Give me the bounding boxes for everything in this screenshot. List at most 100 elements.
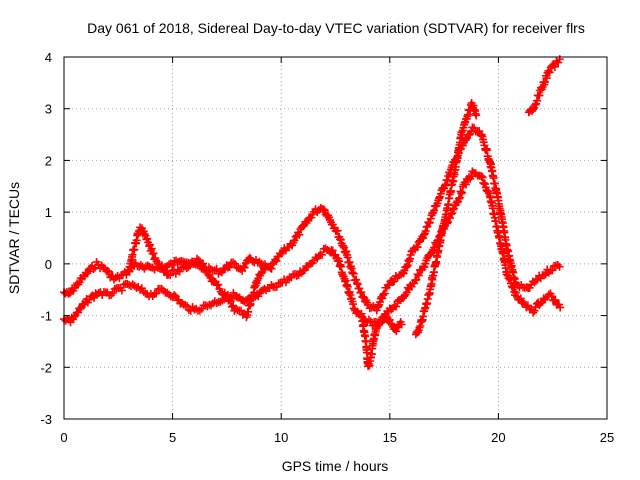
data-point: [128, 280, 137, 289]
data-point: [388, 277, 397, 286]
data-point: [547, 292, 556, 301]
data-point: [83, 269, 92, 278]
data-point: [548, 266, 557, 275]
y-tick-label: 4: [45, 50, 52, 65]
data-point: [530, 306, 539, 315]
data-point: [145, 240, 154, 249]
data-point: [421, 227, 430, 236]
data-point: [219, 265, 228, 274]
data-point: [214, 280, 223, 289]
data-point: [229, 258, 238, 267]
data-point: [461, 180, 470, 189]
plot-frame: [63, 56, 608, 420]
data-point: [511, 288, 520, 297]
data-point: [540, 271, 549, 280]
data-point: [103, 266, 112, 275]
data-point: [446, 213, 455, 222]
data-point: [392, 327, 401, 336]
data-point: [272, 257, 281, 266]
data-point: [553, 261, 562, 270]
data-point: [545, 68, 554, 77]
x-tick-label: 5: [169, 430, 176, 445]
data-point: [472, 111, 481, 120]
y-tick-label: 1: [45, 205, 52, 220]
data-point: [166, 271, 175, 280]
data-point: [392, 302, 401, 311]
data-point: [447, 209, 456, 218]
data-point: [272, 282, 281, 291]
data-point: [414, 271, 423, 280]
data-point: [436, 189, 445, 198]
data-point: [240, 263, 249, 272]
data-point: [143, 234, 152, 243]
data-point: [535, 91, 544, 100]
data-point: [556, 303, 565, 312]
data-point: [195, 306, 204, 315]
y-tick-label: 0: [45, 257, 52, 272]
data-point: [203, 302, 212, 311]
x-tick-label: 15: [383, 430, 397, 445]
data-point: [307, 213, 316, 222]
data-point: [130, 245, 139, 254]
data-point: [353, 280, 362, 289]
data-point: [140, 230, 149, 239]
data-point: [89, 265, 98, 274]
data-point: [248, 257, 257, 266]
data-series: [60, 55, 565, 371]
data-point: [290, 270, 299, 279]
data-point: [295, 230, 304, 239]
data-point: [212, 299, 221, 308]
data-point: [157, 284, 166, 293]
data-point: [163, 288, 172, 297]
axis-ticks: 0 5 10 15 20 25 -3 -2 -1 0 1 2 3 4: [40, 50, 614, 445]
data-point: [183, 302, 192, 311]
data-point: [137, 284, 146, 293]
data-point: [349, 269, 358, 278]
data-point: [300, 266, 309, 275]
data-point: [194, 256, 203, 265]
data-point: [205, 272, 214, 281]
data-point: [110, 284, 119, 293]
data-point: [199, 259, 208, 268]
y-tick-label: 2: [45, 153, 52, 168]
data-point: [260, 264, 269, 273]
x-tick-label: 25: [600, 430, 614, 445]
data-point: [197, 304, 206, 313]
data-point: [230, 259, 239, 268]
data-point: [430, 206, 439, 215]
y-axis-label: SDTVAR / TECUs: [6, 182, 22, 294]
data-point: [555, 55, 564, 64]
data-point: [420, 230, 429, 239]
data-point: [532, 96, 541, 105]
data-point: [352, 275, 361, 284]
data-point: [523, 301, 532, 310]
data-point: [551, 295, 560, 304]
data-point: [542, 74, 551, 83]
data-point: [539, 294, 548, 303]
data-point: [357, 288, 366, 297]
x-tick-label: 0: [60, 430, 67, 445]
data-point: [435, 194, 444, 203]
data-point: [320, 206, 329, 215]
data-point: [104, 267, 113, 276]
data-point: [203, 266, 212, 275]
y-tick-label: -3: [40, 412, 52, 427]
data-point: [267, 264, 276, 273]
series-trace-lower: [60, 167, 565, 330]
chart-title: Day 061 of 2018, Sidereal Day-to-day VTE…: [87, 20, 585, 36]
data-point: [189, 260, 198, 269]
y-tick-label: 3: [45, 102, 52, 117]
y-tick-label: -1: [40, 309, 52, 324]
data-point: [390, 277, 399, 286]
data-point: [397, 320, 406, 329]
series-trace-spikes-early: [125, 223, 270, 322]
data-point: [186, 306, 195, 315]
data-point: [328, 246, 337, 255]
data-point: [130, 281, 139, 290]
data-point: [391, 271, 400, 280]
data-point: [531, 100, 540, 109]
data-point: [290, 236, 299, 245]
data-point: [413, 243, 422, 252]
data-point: [226, 297, 235, 306]
x-tick-label: 10: [274, 430, 288, 445]
